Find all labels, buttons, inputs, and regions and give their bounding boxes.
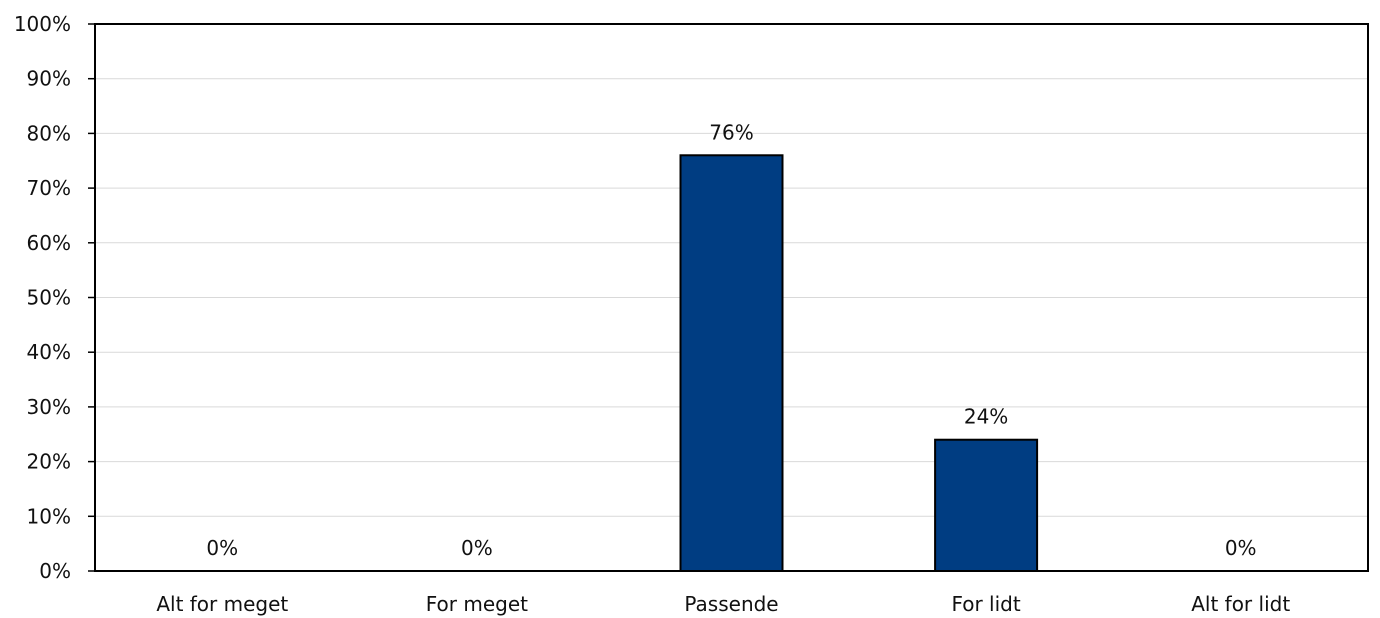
y-tick-label: 50% xyxy=(27,286,71,310)
y-tick-label: 20% xyxy=(27,450,71,474)
y-tick-label: 90% xyxy=(27,67,71,91)
y-tick-label: 70% xyxy=(27,176,71,200)
x-category-label: For meget xyxy=(426,592,528,616)
data-label: 0% xyxy=(1225,536,1257,560)
y-tick-label: 80% xyxy=(27,121,71,145)
x-category-label: Passende xyxy=(684,592,778,616)
x-category-label: Alt for meget xyxy=(156,592,288,616)
data-label: 0% xyxy=(206,536,238,560)
data-label: 0% xyxy=(461,536,493,560)
y-axis-ticks: 0% 10% 20% 30% 40% 50% 60% 70% 80% 90% 100% xyxy=(14,12,95,583)
bar xyxy=(679,154,784,572)
y-tick-label: 0% xyxy=(39,559,71,583)
bars xyxy=(679,154,1039,572)
y-tick-label: 100% xyxy=(14,12,71,36)
y-tick-label: 30% xyxy=(27,395,71,419)
data-labels: 0% 0% 76% 24% 0% xyxy=(206,120,1256,560)
y-tick-label: 10% xyxy=(27,504,71,528)
bar xyxy=(934,438,1039,572)
data-label: 24% xyxy=(964,405,1008,429)
y-tick-label: 60% xyxy=(27,231,71,255)
x-category-label: Alt for lidt xyxy=(1191,592,1290,616)
x-category-label: For lidt xyxy=(951,592,1020,616)
data-label: 76% xyxy=(709,120,753,144)
x-axis-labels: Alt for meget For meget Passende For lidt Al… xyxy=(156,592,1290,616)
y-tick-label: 40% xyxy=(27,340,71,364)
